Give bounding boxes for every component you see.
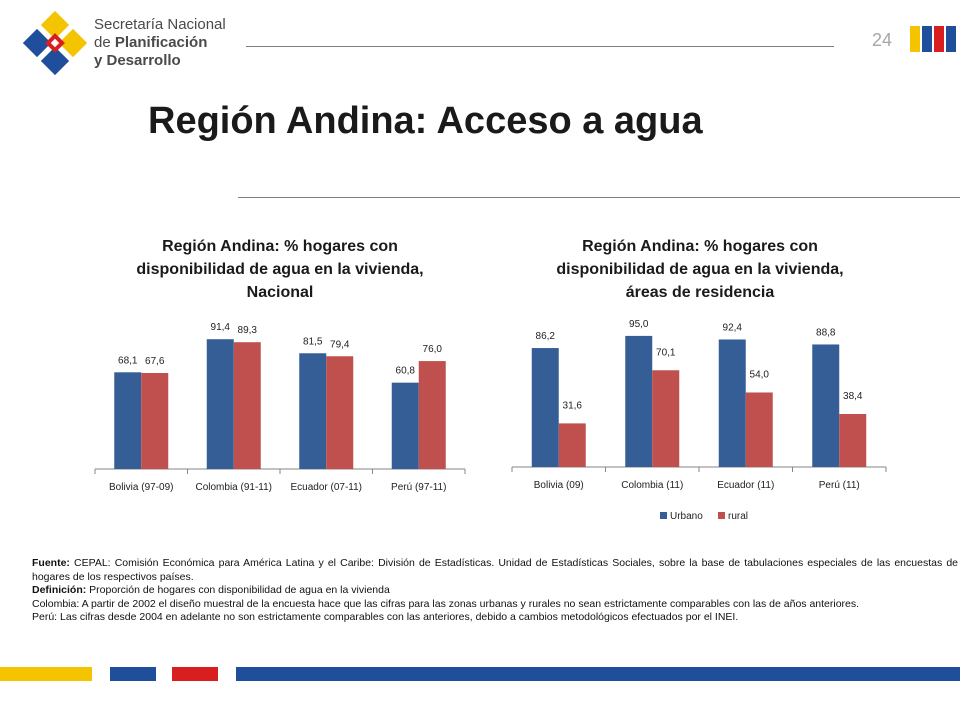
- chart-areas-bar: [652, 370, 680, 467]
- footer-band-yellow: [0, 667, 92, 681]
- chart-nacional-data-label: 79,4: [330, 339, 350, 350]
- logo-emblem-icon: [22, 10, 88, 76]
- logo-line-2-bold: Planificación: [114, 34, 208, 51]
- chart-nacional-bar: [206, 339, 234, 469]
- note-colombia: Colombia: A partir de 2002 el diseño mue…: [32, 597, 860, 610]
- footer-band-blue-1: [110, 667, 156, 681]
- chart-nacional-bar: [141, 373, 169, 469]
- logo-line-1: Secretaría Nacional: [94, 16, 226, 33]
- chart-nacional-data-label: 91,4: [211, 322, 231, 333]
- note-definicion-label: Definición:: [32, 584, 87, 596]
- chart-nacional-category-label: Perú (97-11): [391, 482, 446, 493]
- note-peru: Perú: Las cifras desde 2004 en adelante …: [32, 611, 739, 623]
- chart-areas-data-label: 88,8: [816, 327, 836, 338]
- chart-nacional-title: Región Andina: % hogares con disponibili…: [90, 235, 470, 304]
- source-notes: Fuente: CEPAL: Comisión Económica para A…: [32, 557, 958, 625]
- header-divider: [246, 46, 834, 47]
- chart-nacional-title-line-2: disponibilidad de agua en la vivienda,: [136, 261, 424, 278]
- chart-nacional-data-label: 60,8: [396, 366, 416, 377]
- chart-nacional: Región Andina: % hogares con disponibili…: [90, 235, 470, 500]
- chart-areas-data-label: 54,0: [750, 369, 770, 380]
- note-fuente-text: CEPAL: Comisión Económica para América L…: [32, 557, 958, 583]
- chart-areas-data-label: 70,1: [656, 347, 676, 358]
- chart-nacional-bar: [391, 382, 419, 469]
- chart-areas-plot: 86,2 31,6 Bolivia (09) 95,0 70,1 Colombia (11…: [511, 319, 887, 522]
- note-definicion-text: Proporción de hogares con disponibilidad…: [86, 584, 390, 596]
- chart-nacional-bar: [326, 356, 354, 469]
- chart-nacional-data-label: 81,5: [303, 336, 323, 347]
- chart-areas-title-line-2: disponibilidad de agua en la vivienda,: [556, 261, 844, 278]
- chart-areas-bar: [745, 392, 773, 467]
- note-fuente: Fuente: CEPAL: Comisión Económica para A…: [32, 557, 958, 584]
- chart-nacional-bar: [418, 361, 446, 469]
- note-fuente-label: Fuente:: [32, 557, 70, 569]
- title-divider: [238, 197, 960, 198]
- chart-areas-legend-label: Urbano: [670, 511, 703, 522]
- chart-nacional-data-label: 67,6: [145, 356, 165, 367]
- chart-areas-data-label: 95,0: [629, 319, 649, 330]
- logo-line-2: de Planificación: [94, 34, 207, 51]
- chart-areas-category-label: Ecuador (11): [717, 480, 774, 491]
- chart-areas-bar: [718, 339, 746, 467]
- senplades-logo: Secretaría Nacional de Planificación y D…: [22, 10, 252, 76]
- chart-areas-category-label: Perú (11): [819, 480, 860, 491]
- chart-areas-legend-swatch: [718, 512, 725, 519]
- chart-areas-bar: [625, 335, 653, 467]
- chart-areas-bar: [812, 344, 840, 467]
- chart-areas-data-label: 92,4: [723, 322, 743, 333]
- chart-areas-category-label: Colombia (11): [621, 480, 683, 491]
- chart-areas-bar: [558, 423, 586, 467]
- footer-band-blue-2: [236, 667, 960, 681]
- chart-nacional-plot: 68,1 67,6 Bolivia (97-09) 91,4 89,3 Colombia …: [94, 322, 466, 493]
- chart-areas-title-line-1: Región Andina: % hogares con: [582, 238, 818, 255]
- logo-line-2-prefix: de: [94, 34, 115, 51]
- chart-areas-data-label: 31,6: [563, 400, 583, 411]
- chart-areas-category-label: Bolivia (09): [534, 480, 584, 491]
- chart-areas-bar: [531, 348, 559, 467]
- chart-nacional-category-label: Bolivia (97-09): [109, 482, 173, 493]
- chart-nacional-title-line-3: Nacional: [246, 284, 314, 301]
- flag-stripes-icon: [910, 26, 956, 52]
- chart-nacional-bar: [299, 353, 327, 469]
- chart-nacional-category-label: Ecuador (07-11): [290, 482, 362, 493]
- slide-title: Región Andina: Acceso a agua: [148, 100, 703, 142]
- chart-nacional-data-label: 76,0: [423, 344, 443, 355]
- chart-areas-legend-label: rural: [728, 511, 748, 522]
- footer-band-red: [172, 667, 218, 681]
- chart-nacional-data-label: 68,1: [118, 355, 138, 366]
- chart-areas-title: Región Andina: % hogares con disponibili…: [490, 235, 910, 304]
- chart-areas: Región Andina: % hogares con disponibili…: [510, 235, 890, 535]
- chart-nacional-title-line-1: Región Andina: % hogares con: [162, 238, 398, 255]
- footer-color-band: [0, 667, 960, 681]
- chart-areas-title-line-3: áreas de residencia: [625, 284, 775, 301]
- chart-areas-bar: [839, 414, 867, 467]
- chart-nacional-data-label: 89,3: [238, 325, 258, 336]
- chart-nacional-bar: [233, 342, 261, 469]
- logo-line-3: y Desarrollo: [94, 52, 181, 69]
- chart-nacional-bar: [114, 372, 142, 469]
- chart-areas-data-label: 38,4: [843, 391, 863, 402]
- chart-areas-data-label: 86,2: [536, 331, 556, 342]
- chart-nacional-category-label: Colombia (91-11): [195, 482, 272, 493]
- note-definicion: Definición: Proporción de hogares con di…: [32, 584, 958, 598]
- chart-areas-legend-swatch: [660, 512, 667, 519]
- page-number: 24: [871, 30, 893, 50]
